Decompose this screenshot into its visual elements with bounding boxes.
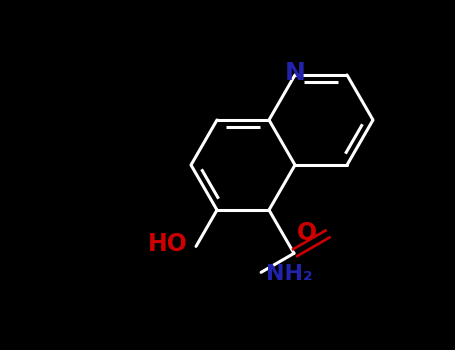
Text: O: O — [297, 221, 317, 245]
Text: N: N — [284, 61, 305, 85]
Text: NH₂: NH₂ — [266, 264, 313, 284]
Text: HO: HO — [148, 232, 188, 257]
